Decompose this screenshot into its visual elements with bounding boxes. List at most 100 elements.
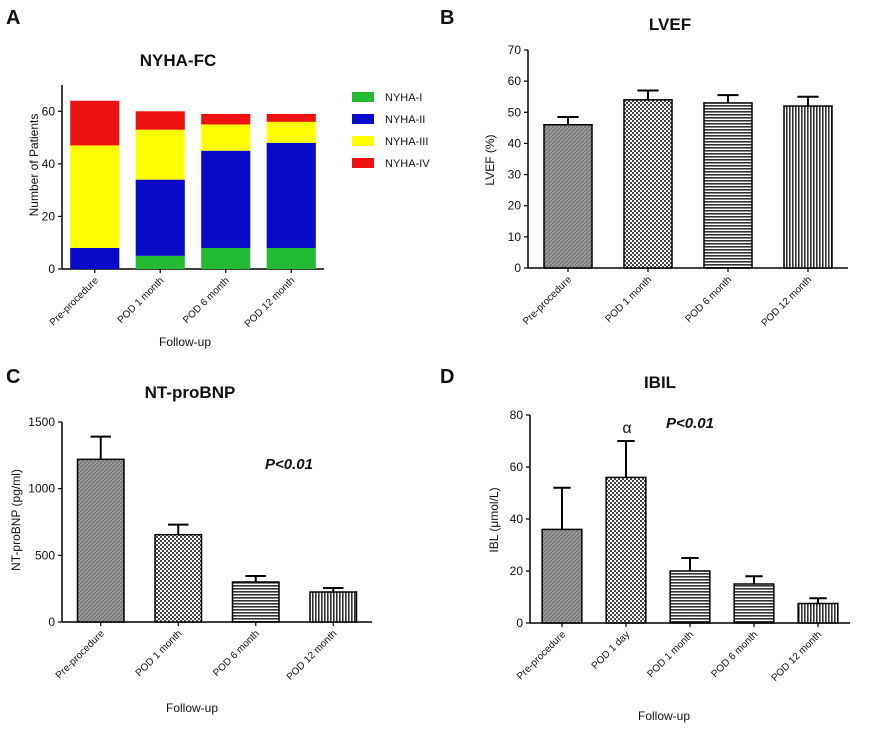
- y-tick-label: 1500: [28, 415, 55, 429]
- panel-c-xlabel: Follow-up: [166, 701, 218, 715]
- bar-pod-1-month: [669, 570, 711, 624]
- y-tick-label: 1000: [28, 482, 55, 496]
- x-tick-label-pod-6-month: POD 6 month: [709, 629, 760, 680]
- x-tick-label-pod-12-month: POD 12 month: [285, 628, 340, 683]
- y-tick-label: 40: [508, 136, 522, 150]
- panel-letter-c: C: [6, 366, 20, 388]
- bar-pod-1-month: [154, 533, 203, 623]
- bar-nyha-iii-pod-1-month: [135, 129, 185, 180]
- panel-c: C NT-proBNP NT-proBNP (pg/ml) Follow-up …: [6, 366, 372, 715]
- legend-label-nyha-iv: NYHA-IV: [385, 158, 430, 170]
- panel-d: D IBIL IBL (μmol/L) Follow-up P<0.01 α 0…: [440, 366, 850, 723]
- panel-a-xlabel: Follow-up: [159, 335, 211, 349]
- legend-swatch-nyha-i: [352, 92, 374, 102]
- legend-label-nyha-i: NYHA-I: [385, 92, 422, 104]
- bar-pod-1-month: [623, 99, 673, 269]
- bar-nyha-ii-pod-12-month: [266, 142, 316, 248]
- legend-swatch-nyha-iv: [352, 158, 374, 168]
- bar-nyha-iv-pod-12-month: [266, 113, 316, 122]
- y-tick-label: 20: [42, 209, 56, 223]
- bar-pre-procedure: [76, 458, 125, 623]
- x-tick-label-pod-12-month: POD 12 month: [760, 274, 815, 329]
- bar-pre-procedure: [541, 528, 583, 624]
- panel-a-plot: 0 20 40 60 Pre-procedure POD 1 month POD 6 mon…: [42, 85, 324, 330]
- panel-a-legend: NYHA-I NYHA-II NYHA-III NYHA-IV: [352, 92, 430, 170]
- panel-d-alpha-marker: α: [622, 420, 631, 437]
- bar-nyha-iii-pod-12-month: [266, 121, 316, 143]
- y-tick-label: 10: [508, 230, 522, 244]
- legend-swatch-nyha-iii: [352, 136, 374, 146]
- bar-nyha-ii-pod-6-month: [201, 150, 251, 248]
- y-tick-label: 60: [510, 460, 524, 474]
- y-tick-label: 60: [508, 74, 522, 88]
- panel-b: B LVEF LVEF (%) 0 10 20 30 40 50 60 70 Pre-proce…: [440, 7, 848, 329]
- y-tick-label: 0: [516, 616, 523, 630]
- panel-b-title: LVEF: [649, 15, 691, 34]
- x-tick-label-pre-procedure: Pre-procedure: [48, 275, 101, 328]
- panel-c-title: NT-proBNP: [145, 383, 236, 402]
- x-tick-label-pod-6-month: POD 6 month: [211, 628, 262, 679]
- x-tick-label-pod-12-month: POD 12 month: [243, 275, 298, 330]
- bar-nyha-i-pod-6-month: [201, 247, 251, 269]
- bar-nyha-iii-pre-procedure: [70, 145, 120, 248]
- bar-pod-6-month: [703, 102, 753, 269]
- y-tick-label: 40: [42, 157, 56, 171]
- panel-b-ylabel: LVEF (%): [483, 134, 497, 185]
- panel-c-plot: 0 500 1000 1500 Pre-procedure POD 1 month POD …: [28, 415, 372, 683]
- x-tick-label-pod-1-day: POD 1 day: [590, 629, 632, 671]
- panel-d-pvalue: P<0.01: [666, 415, 714, 432]
- y-tick-label: 0: [48, 262, 55, 276]
- bar-nyha-iv-pod-1-month: [135, 111, 185, 130]
- bar-nyha-iii-pod-6-month: [201, 124, 251, 151]
- x-tick-label-pre-procedure: Pre-procedure: [54, 628, 107, 681]
- bar-nyha-iv-pod-6-month: [201, 113, 251, 125]
- y-tick-label: 20: [510, 564, 524, 578]
- panel-d-plot: 0 20 40 60 80 Pre-procedure POD 1 day POD 1 mon…: [510, 408, 850, 684]
- x-tick-label-pod-12-month: POD 12 month: [770, 629, 825, 684]
- y-tick-label: 40: [510, 512, 524, 526]
- x-tick-label-pod-6-month: POD 6 month: [683, 274, 734, 325]
- panel-c-ylabel: NT-proBNP (pg/ml): [9, 469, 23, 571]
- legend-swatch-nyha-ii: [352, 114, 374, 124]
- y-tick-label: 60: [42, 104, 56, 118]
- bar-pod-1-day: [605, 476, 647, 624]
- x-tick-label-pod-1-month: POD 1 month: [645, 629, 696, 680]
- bar-pod-6-month: [231, 581, 280, 623]
- panel-a: A NYHA-FC Number of Patients Follow-up 0…: [6, 7, 430, 349]
- bar-pre-procedure: [543, 123, 593, 269]
- y-tick-label: 0: [48, 615, 55, 629]
- panel-c-pvalue: P<0.01: [265, 456, 313, 473]
- x-tick-label-pod-1-month: POD 1 month: [116, 275, 167, 326]
- x-tick-label-pre-procedure: Pre-procedure: [515, 629, 568, 682]
- panel-d-title: IBIL: [644, 373, 676, 392]
- legend-label-nyha-ii: NYHA-II: [385, 114, 425, 126]
- panel-d-ylabel: IBL (μmol/L): [487, 487, 501, 552]
- y-tick-label: 20: [508, 199, 522, 213]
- bar-pod-12-month: [309, 591, 358, 623]
- bar-nyha-iv-pre-procedure: [70, 100, 120, 146]
- panel-letter-a: A: [6, 7, 20, 29]
- panel-a-ylabel: Number of Patients: [27, 114, 41, 217]
- y-tick-label: 50: [508, 105, 522, 119]
- panel-a-title: NYHA-FC: [140, 51, 217, 70]
- bar-nyha-ii-pre-procedure: [70, 247, 120, 269]
- panel-b-plot: 0 10 20 30 40 50 60 70 Pre-procedure POD 1 month P…: [508, 43, 848, 329]
- y-tick-label: 0: [514, 261, 521, 275]
- bar-pod-12-month: [783, 105, 833, 269]
- panel-d-xlabel: Follow-up: [638, 709, 690, 723]
- panel-letter-d: D: [440, 366, 454, 388]
- y-tick-label: 30: [508, 168, 522, 182]
- x-tick-label-pod-6-month: POD 6 month: [181, 275, 232, 326]
- y-tick-label: 80: [510, 408, 524, 422]
- y-tick-label: 500: [35, 548, 55, 562]
- legend-label-nyha-iii: NYHA-III: [385, 136, 428, 148]
- bar-nyha-ii-pod-1-month: [135, 179, 185, 256]
- bar-nyha-i-pod-12-month: [266, 247, 316, 269]
- bar-pod-12-month: [797, 602, 839, 624]
- x-tick-label-pre-procedure: Pre-procedure: [521, 274, 574, 327]
- bar-nyha-i-pod-1-month: [135, 255, 185, 269]
- x-tick-label-pod-1-month: POD 1 month: [603, 274, 654, 325]
- y-tick-label: 70: [508, 43, 522, 57]
- x-tick-label-pod-1-month: POD 1 month: [134, 628, 185, 679]
